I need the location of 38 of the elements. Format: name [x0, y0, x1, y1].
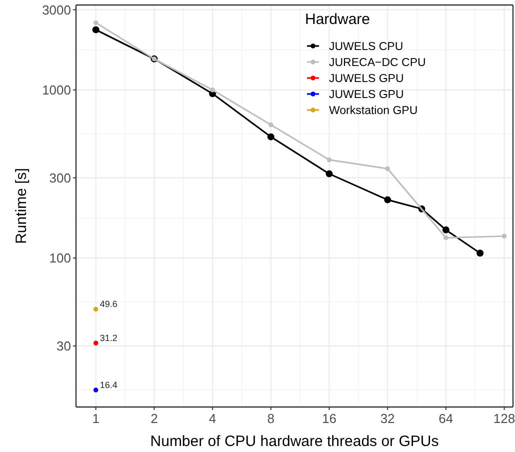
y-tick-label: 300	[49, 170, 71, 186]
point	[93, 340, 98, 346]
point	[93, 20, 98, 26]
point	[444, 235, 448, 240]
x-axis-title: Number of CPU hardware threads or GPUs	[150, 433, 439, 450]
y-axis-title: Runtime [s]	[13, 168, 30, 244]
point	[502, 234, 507, 239]
point	[384, 196, 392, 204]
point	[92, 26, 100, 34]
data-label: 16.4	[100, 380, 118, 390]
x-tick-label: 2	[150, 411, 158, 426]
x-tick-label: 1	[92, 411, 100, 426]
data-label: 49.6	[100, 299, 118, 310]
x-tick-label: 16	[322, 411, 336, 426]
legend-label: JUWELS GPU	[329, 73, 404, 86]
point	[93, 388, 98, 392]
point	[326, 157, 332, 162]
legend-label: JURECA−DC CPU	[329, 57, 426, 70]
point	[267, 133, 274, 140]
data-label: 31.2	[100, 333, 118, 344]
x-tick-label: 4	[208, 411, 216, 426]
point	[93, 306, 98, 312]
x-tick-label: 8	[267, 411, 274, 426]
point	[326, 170, 333, 178]
point	[268, 122, 274, 128]
x-tick-label: 64	[438, 411, 454, 426]
y-tick-label: 100	[49, 250, 71, 266]
y-tick-label: 3000	[42, 2, 71, 18]
x-tick-label: 128	[493, 411, 515, 426]
legend-label: Workstation GPU	[329, 105, 418, 118]
point	[210, 88, 215, 92]
x-tick-label: 32	[380, 411, 395, 426]
point	[385, 166, 390, 172]
legend-title: Hardware	[305, 11, 370, 28]
y-tick-label: 30	[56, 338, 71, 354]
legend-label: JUWELS GPU	[329, 89, 404, 102]
y-tick-label: 1000	[42, 82, 71, 98]
legend-label: JUWELS CPU	[329, 41, 404, 54]
